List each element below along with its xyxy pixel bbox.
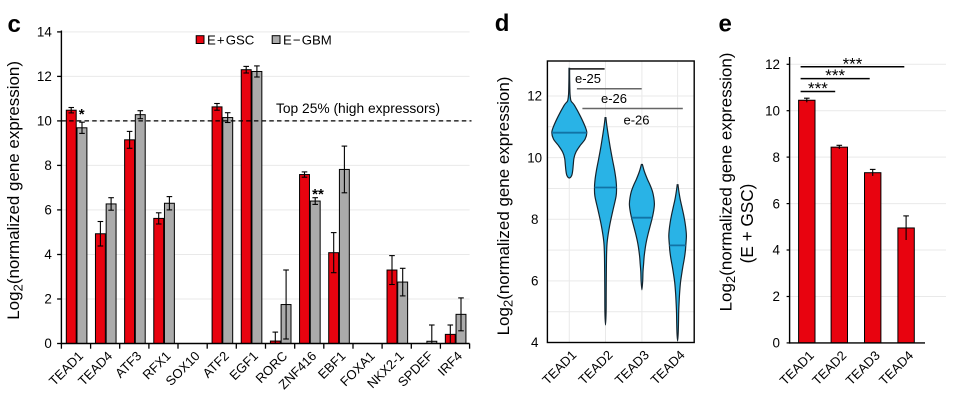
svg-text:E + GSC: E + GSC <box>207 32 255 47</box>
svg-text:2: 2 <box>773 289 780 304</box>
svg-text:c: c <box>8 11 21 38</box>
svg-text:Log2(normalized gene expressio: Log2(normalized gene expression) <box>494 77 516 336</box>
svg-text:2: 2 <box>44 292 51 307</box>
svg-text:***: *** <box>843 54 863 73</box>
svg-text:12: 12 <box>765 57 780 72</box>
svg-text:8: 8 <box>44 158 51 173</box>
svg-text:0: 0 <box>773 336 780 351</box>
svg-text:(E + GSC): (E + GSC) <box>737 184 757 264</box>
svg-text:0: 0 <box>44 336 51 351</box>
svg-text:***: *** <box>808 79 828 98</box>
svg-text:e-26: e-26 <box>623 112 649 127</box>
svg-text:8: 8 <box>531 212 538 227</box>
svg-text:6: 6 <box>531 274 538 289</box>
svg-text:e: e <box>719 11 732 38</box>
svg-text:4: 4 <box>44 247 52 262</box>
svg-text:d: d <box>495 10 510 37</box>
svg-text:4: 4 <box>531 335 539 350</box>
svg-text:e-26: e-26 <box>601 91 627 106</box>
svg-text:Log2(normalized gene expressio: Log2(normalized gene expression) <box>717 53 739 312</box>
svg-text:**: ** <box>312 186 324 203</box>
svg-text:10: 10 <box>37 114 52 129</box>
svg-text:12: 12 <box>527 89 542 104</box>
svg-text:4: 4 <box>773 243 781 258</box>
svg-text:*: * <box>79 106 85 123</box>
svg-text:8: 8 <box>773 150 780 165</box>
svg-text:14: 14 <box>37 25 52 40</box>
svg-text:Log2(normalized gene expressio: Log2(normalized gene expression) <box>4 61 26 320</box>
svg-text:12: 12 <box>37 69 52 84</box>
svg-text:10: 10 <box>765 103 780 118</box>
svg-text:6: 6 <box>773 196 780 211</box>
svg-text:e-25: e-25 <box>575 71 601 86</box>
svg-text:E − GBM: E − GBM <box>283 32 332 47</box>
svg-text:6: 6 <box>44 203 51 218</box>
svg-text:10: 10 <box>527 150 542 165</box>
svg-text:***: *** <box>825 66 845 85</box>
svg-text:Top 25% (high expressors): Top 25% (high expressors) <box>276 101 440 116</box>
